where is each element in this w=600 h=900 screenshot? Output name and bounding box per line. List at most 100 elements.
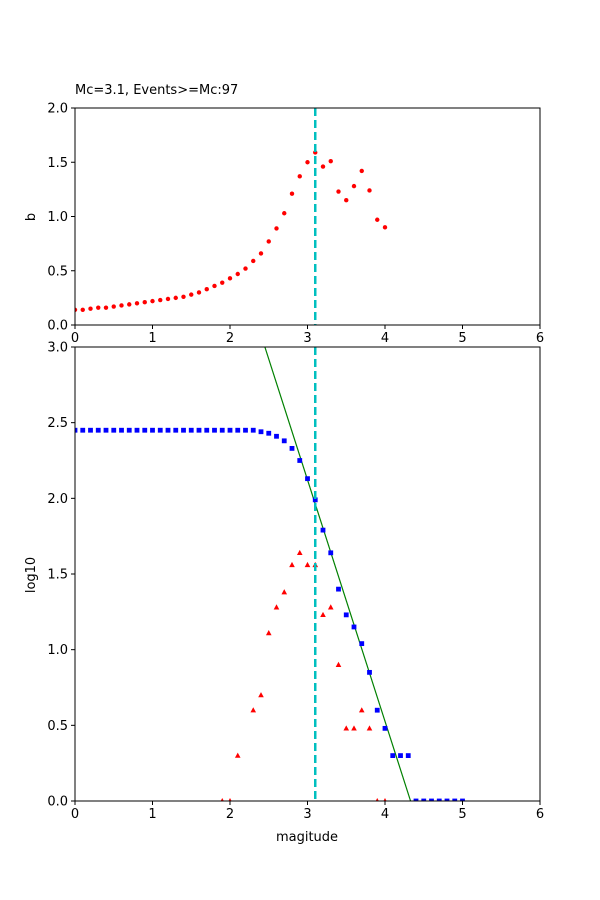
incremental-point — [335, 661, 342, 667]
b-value-point — [88, 306, 93, 311]
cumulative-point — [142, 427, 148, 433]
incremental-point — [289, 561, 295, 568]
incremental-point — [234, 752, 241, 758]
b-value-point — [165, 296, 171, 302]
incremental-point — [228, 798, 232, 801]
cumulative-point — [351, 624, 357, 630]
y-tick-label: 1.5 — [47, 568, 68, 583]
b-value-point — [375, 217, 380, 222]
b-value-point — [189, 292, 194, 297]
cumulative-point — [150, 427, 155, 433]
cumulative-point — [328, 550, 334, 556]
cumulative-point — [250, 427, 256, 433]
cumulative-point — [95, 427, 101, 433]
cumulative-point — [196, 427, 202, 433]
b-value-point — [80, 307, 85, 313]
b-value-point — [305, 160, 310, 165]
x-tick-label: 0 — [71, 807, 79, 822]
x-tick-label: 1 — [148, 331, 156, 346]
b-value-point — [227, 276, 233, 281]
bottom-panel-frame — [74, 346, 541, 802]
incremental-point — [358, 707, 365, 713]
cumulative-point — [305, 476, 310, 482]
top-panel: Mc=3.1, Events>=Mc:97 b 0 1 2 3 4 5 6 0.0 0.5 1.0… — [24, 83, 544, 346]
b-value-point — [134, 301, 140, 306]
cumulative-point — [219, 427, 225, 433]
y-tick-label: 2.5 — [47, 416, 68, 431]
bottom-panel-xlabel: magitude — [276, 830, 338, 845]
incremental-point — [273, 604, 280, 610]
x-tick-label: 3 — [303, 331, 311, 346]
cumulative-point — [88, 427, 93, 433]
cumulative-point — [320, 527, 326, 533]
cumulative-point — [227, 427, 233, 433]
b-value-point — [382, 225, 388, 230]
cumulative-point — [181, 427, 186, 433]
bottom-panel-marks — [75, 347, 465, 801]
incremental-point — [343, 725, 350, 731]
y-tick-label: 3.0 — [47, 341, 68, 356]
cumulative-point — [297, 458, 303, 463]
incremental-point — [258, 692, 264, 698]
top-panel-ylabel: b — [24, 213, 39, 221]
cumulative-point — [243, 427, 248, 433]
x-tick-label: 4 — [381, 331, 389, 346]
x-tick-label: 6 — [536, 331, 544, 346]
cumulative-point — [281, 438, 287, 444]
b-value-point — [181, 294, 186, 299]
b-value-point — [274, 226, 279, 231]
b-value-point — [344, 198, 349, 203]
b-value-point — [127, 302, 132, 307]
y-tick-label: 2.0 — [47, 492, 68, 507]
y-tick-label: 1.0 — [47, 210, 68, 225]
bottom-panel-ylabel: log10 — [24, 557, 39, 593]
b-value-point — [328, 158, 333, 164]
cumulative-point — [289, 445, 295, 451]
x-tick-label: 5 — [458, 331, 466, 346]
cumulative-point — [274, 433, 279, 439]
cumulative-point — [436, 798, 442, 801]
incremental-point — [304, 561, 311, 568]
cumulative-point — [343, 612, 349, 618]
incremental-point — [351, 725, 357, 731]
cumulative-point — [382, 725, 388, 731]
cumulative-point — [429, 798, 434, 801]
y-tick-label: 0.5 — [47, 264, 68, 279]
b-value-point — [142, 300, 147, 305]
cumulative-point — [173, 427, 179, 433]
b-value-point — [289, 191, 295, 196]
cumulative-point — [421, 798, 427, 801]
x-tick-label: 4 — [381, 807, 389, 822]
bottom-panel: log10 magitude 0 1 2 3 4 5 6 0.0 0.5 1.0 1.5 2.0 2.5… — [24, 341, 544, 846]
plot-area — [75, 347, 465, 801]
cumulative-point — [266, 430, 272, 436]
top-panel-marks — [75, 108, 388, 325]
b-value-point — [96, 305, 101, 310]
cumulative-point — [103, 427, 109, 433]
b-value-point — [336, 189, 341, 194]
y-tick-label: 1.0 — [47, 643, 68, 658]
cumulative-point — [111, 427, 117, 433]
cumulative-point — [390, 753, 396, 758]
bottom-panel-ticks: 0 1 2 3 4 5 6 0.0 0.5 1.0 1.5 2.0 2.5 3.0 — [47, 341, 544, 823]
incremental-point — [250, 707, 257, 713]
top-panel-ticks: 0 1 2 3 4 5 6 0.0 0.5 1.0 1.5 2.0 — [47, 102, 544, 347]
b-value-point — [243, 266, 248, 271]
cumulative-point — [204, 427, 210, 433]
b-value-point — [258, 251, 264, 256]
y-tick-label: 0.0 — [47, 319, 68, 334]
incremental-point — [296, 549, 303, 556]
cumulative-point — [157, 427, 163, 433]
y-tick-label: 2.0 — [47, 102, 68, 117]
b-value-point — [235, 271, 240, 277]
cumulative-point — [126, 427, 132, 433]
cumulative-point — [452, 798, 458, 801]
cumulative-point — [165, 427, 171, 433]
b-value-point — [196, 290, 202, 295]
incremental-point — [383, 798, 387, 801]
b-value-point — [75, 307, 78, 313]
b-value-point — [103, 305, 109, 310]
incremental-point — [220, 798, 224, 801]
plot-area — [75, 108, 388, 325]
